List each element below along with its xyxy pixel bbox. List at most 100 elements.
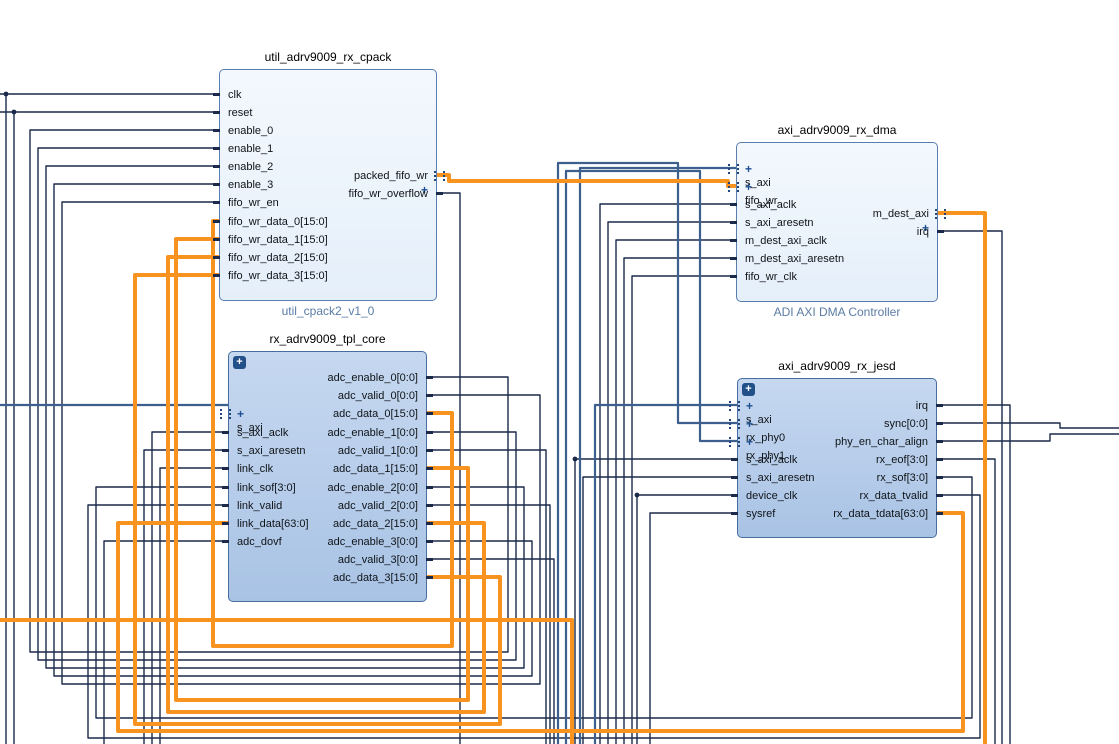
- net-m-dest-axi[interactable]: [938, 211, 987, 744]
- port-cpack-fifo-wr-data-1150[interactable]: fifo_wr_data_1[15:0]: [213, 233, 328, 247]
- port-tpl-adc-data-2150[interactable]: adc_data_2[15:0]: [333, 517, 433, 531]
- block-tpl[interactable]: + + s_axi s_axi_aclk s_axi_aresetn link_clk li…: [220, 351, 433, 602]
- interface-plus-icon[interactable]: +: [745, 162, 753, 176]
- net-dma-irq[interactable]: [938, 230, 1003, 744]
- interface-plus-icon[interactable]: +: [745, 180, 753, 194]
- port-jesd-irq[interactable]: irq: [916, 399, 943, 413]
- net-rx-phy0[interactable]: [556, 161, 737, 744]
- port-cpack-enable-1[interactable]: enable_1: [213, 142, 273, 156]
- port-jesd-s-axi-aclk[interactable]: s_axi_aclk: [731, 453, 797, 467]
- port-jesd-s-axi[interactable]: + s_axi: [729, 399, 772, 426]
- interface-plus-icon[interactable]: +: [746, 417, 754, 431]
- net-phy-en-char-align[interactable]: [937, 433, 1119, 442]
- port-jesd-rx-data-tvalid[interactable]: rx_data_tvalid: [860, 489, 943, 503]
- net-fifo-wr-en[interactable]: [61, 201, 541, 685]
- port-tpl-adc-enable-000[interactable]: adc_enable_0[0:0]: [327, 371, 433, 385]
- port-tpl-s-axi[interactable]: + s_axi: [220, 407, 263, 434]
- interface-plus-icon[interactable]: +: [921, 221, 929, 235]
- port-jesd-sync00[interactable]: sync[0:0]: [884, 417, 943, 431]
- net-jesd-s-axi-aresetn[interactable]: [582, 476, 737, 744]
- block-jesd[interactable]: + + s_axi + rx_phy0 + rx_phy1 s_axi_aclk s_axi_a…: [729, 378, 943, 538]
- port-cpack-enable-2[interactable]: enable_2: [213, 160, 273, 174]
- net-adc-data-2[interactable]: [166, 255, 486, 714]
- port-tpl-adc-data-1150[interactable]: adc_data_1[15:0]: [333, 462, 433, 476]
- port-cpack-fifo-wr-data-2150[interactable]: fifo_wr_data_2[15:0]: [213, 251, 328, 265]
- net-tpl-s-axi-aclk[interactable]: [151, 431, 228, 744]
- port-cpack-packed-fifo-wr[interactable]: packed_fifo_wr +: [354, 169, 445, 197]
- block-cpack[interactable]: clk reset enable_0 enable_1 enable_2 enable_3…: [213, 69, 445, 301]
- interface-plus-icon[interactable]: +: [237, 407, 245, 421]
- net-fifo-wr-clk[interactable]: [631, 275, 736, 744]
- port-dma-s-axi-aclk[interactable]: s_axi_aclk: [730, 198, 796, 212]
- interface-plus-icon[interactable]: +: [420, 183, 428, 197]
- port-tpl-adc-data-0150[interactable]: adc_data_0[15:0]: [333, 407, 433, 421]
- port-tpl-adc-valid-200[interactable]: adc_valid_2[0:0]: [338, 499, 433, 513]
- net-dma-s-axi[interactable]: [578, 166, 736, 744]
- net-packed-fifo-wr[interactable]: [437, 173, 736, 188]
- interface-plus-icon[interactable]: +: [746, 435, 754, 449]
- net-dma-s-axi-aclk[interactable]: [599, 203, 736, 744]
- net-rx-phy1[interactable]: [564, 169, 737, 744]
- port-cpack-reset[interactable]: reset: [213, 106, 252, 120]
- port-tpl-link-valid[interactable]: link_valid: [222, 499, 282, 513]
- net-rx-eof[interactable]: [937, 458, 996, 744]
- port-tpl-adc-dovf[interactable]: adc_dovf: [222, 535, 282, 549]
- port-jesd-phy-en-char-align[interactable]: phy_en_char_align: [835, 435, 943, 449]
- port-dma-m-dest-axi-aclk[interactable]: m_dest_axi_aclk: [730, 234, 827, 248]
- port-cpack-enable-3[interactable]: enable_3: [213, 178, 273, 192]
- net-m-dest-axi-aresetn[interactable]: [623, 257, 736, 744]
- port-jesd-rx-phy0[interactable]: + rx_phy0: [729, 417, 785, 444]
- port-jesd-device-clk[interactable]: device_clk: [731, 489, 797, 503]
- port-dma-m-dest-axi-aresetn[interactable]: m_dest_axi_aresetn: [730, 252, 844, 266]
- port-jesd-rx-sof30[interactable]: rx_sof[3:0]: [877, 471, 943, 485]
- port-tpl-adc-enable-100[interactable]: adc_enable_1[0:0]: [327, 426, 433, 440]
- port-tpl-adc-valid-000[interactable]: adc_valid_0[0:0]: [338, 389, 433, 403]
- net-rx-sof-to-link-sof[interactable]: [95, 476, 973, 719]
- net-adc-enable-0[interactable]: [29, 129, 509, 653]
- interface-plus-icon[interactable]: +: [746, 399, 754, 413]
- port-dma-irq[interactable]: irq: [917, 225, 944, 239]
- net-link-clk[interactable]: [159, 467, 228, 744]
- net-adc-enable-1[interactable]: [37, 147, 517, 661]
- port-cpack-clk[interactable]: clk: [213, 88, 241, 102]
- net-adc-enable-3[interactable]: [53, 183, 533, 677]
- net-adc-enable-2[interactable]: [45, 165, 525, 669]
- net-m-dest-axi-aclk[interactable]: [615, 239, 736, 744]
- port-dma-m-dest-axi[interactable]: m_dest_axi +: [873, 207, 946, 235]
- net-adc-dovf[interactable]: [103, 540, 228, 744]
- port-dma-fifo-wr-clk[interactable]: fifo_wr_clk: [730, 270, 797, 284]
- port-cpack-fifo-wr-en[interactable]: fifo_wr_en: [213, 196, 279, 210]
- net-sync[interactable]: [937, 422, 1119, 429]
- net-fifo-wr-overflow[interactable]: [437, 192, 461, 744]
- net-adc-data-3[interactable]: [133, 273, 502, 726]
- net-tpl-s-axi-aresetn[interactable]: [143, 449, 228, 744]
- port-tpl-s-axi-aresetn[interactable]: s_axi_aresetn: [222, 444, 306, 458]
- expand-icon[interactable]: +: [742, 383, 755, 396]
- block-dma[interactable]: + s_axi + fifo_wr s_axi_aclk s_axi_aresetn m_d…: [728, 142, 946, 302]
- net-dma-s-axi-aresetn[interactable]: [607, 221, 736, 744]
- port-tpl-adc-valid-100[interactable]: adc_valid_1[0:0]: [338, 444, 433, 458]
- port-tpl-link-sof30[interactable]: link_sof[3:0]: [222, 481, 296, 495]
- port-jesd-rx-eof30[interactable]: rx_eof[3:0]: [876, 453, 943, 467]
- port-dma-fifo-wr[interactable]: + fifo_wr: [728, 180, 777, 207]
- port-jesd-rx-phy1[interactable]: + rx_phy1: [729, 435, 785, 462]
- net-rx-data-tvalid-to-link-valid[interactable]: [87, 494, 981, 739]
- net-link-data-external[interactable]: [0, 618, 574, 744]
- port-tpl-link-data630[interactable]: link_data[63:0]: [222, 517, 309, 531]
- net-adc-valid-1[interactable]: [427, 449, 547, 744]
- net-jesd-irq[interactable]: [937, 404, 1011, 744]
- port-dma-s-axi[interactable]: + s_axi: [728, 162, 771, 189]
- port-tpl-s-axi-aclk[interactable]: s_axi_aclk: [222, 426, 288, 440]
- port-cpack-fifo-wr-data-3150[interactable]: fifo_wr_data_3[15:0]: [213, 269, 328, 283]
- port-tpl-link-clk[interactable]: link_clk: [222, 462, 273, 476]
- port-jesd-rx-data-tdata630[interactable]: rx_data_tdata[63:0]: [833, 507, 943, 521]
- net-device-clk[interactable]: [636, 494, 737, 744]
- expand-icon[interactable]: +: [233, 356, 246, 369]
- port-tpl-adc-data-3150[interactable]: adc_data_3[15:0]: [333, 571, 433, 585]
- port-tpl-adc-enable-300[interactable]: adc_enable_3[0:0]: [327, 535, 433, 549]
- net-jesd-s-axi[interactable]: [593, 403, 737, 744]
- port-cpack-fifo-wr-data-0150[interactable]: fifo_wr_data_0[15:0]: [213, 215, 328, 229]
- port-tpl-adc-enable-200[interactable]: adc_enable_2[0:0]: [327, 481, 433, 495]
- port-jesd-s-axi-aresetn[interactable]: s_axi_aresetn: [731, 471, 815, 485]
